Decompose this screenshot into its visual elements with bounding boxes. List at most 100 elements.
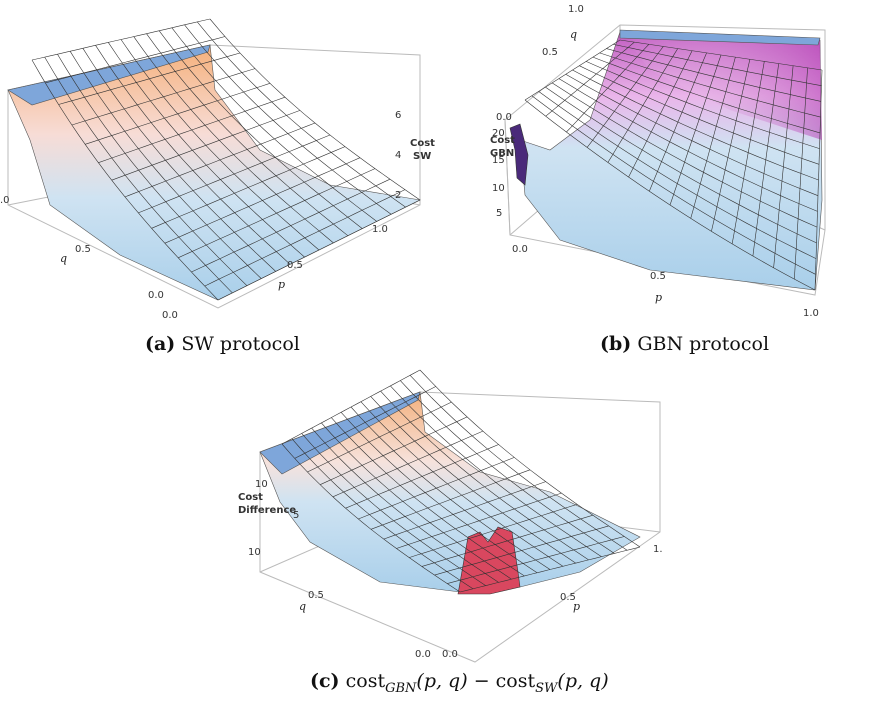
caption-tag: (b) [600,333,632,355]
caption-sub-gbn: GBN [385,680,417,696]
mesh-line [711,59,751,232]
mesh-line [619,39,823,71]
caption-tag: (a) [145,333,176,355]
z-axis-label-line1: Cost [238,492,263,503]
mesh-line [191,178,391,273]
x-tick: 0.0 [162,310,178,321]
z-tick: 4 [395,150,401,161]
mesh-line [669,54,722,206]
chart-panel-sw: 6 4 2 Cost SW .0 0.5 0.0 q 0.0 0.5 1.0 p [0,0,435,330]
x-tick: 0.5 [560,592,576,603]
mesh-line [171,27,377,222]
mesh-difference [281,369,641,593]
mesh-gbn [524,39,823,291]
mesh-line [447,536,625,584]
y-tick: 1.0 [568,4,584,15]
caption-args-2: (p, q) [557,670,609,692]
caption-a: (a) SW protocol [145,333,300,355]
caption-b: (b) GBN protocol [600,333,769,355]
top-face-gbn [619,29,821,46]
mesh-line [383,481,546,540]
x-axis-label: p [655,291,662,304]
mesh-line [421,514,593,567]
mesh-line [434,525,609,576]
top-face-sw [7,44,211,106]
mesh-line [204,189,406,287]
caption-tag: (c) [310,670,340,692]
mesh-line [138,134,331,214]
mesh-line [419,369,641,548]
x-tick: 1.0 [372,224,388,235]
z-axis-label-line2: SW [413,151,431,162]
caption-cost-sw: cost [495,670,536,692]
front-ridge-gbn [509,123,529,186]
mesh-line [396,492,562,549]
z-tick: 20 [492,128,505,139]
x-tick: 0.5 [287,260,303,271]
z-tick: 2 [395,190,401,201]
caption-c: (c) costGBN(p, q) − costSW(p, q) [310,670,609,696]
z-axis-label-line1: Cost [490,135,515,146]
mesh-line [613,44,822,86]
y-tick: 0.0 [496,112,512,123]
surface-plot-sw: 6 4 2 Cost SW .0 0.5 0.0 q 0.0 0.5 1.0 p [0,18,435,321]
x-tick: 0.0 [512,244,528,255]
mesh-line [164,157,361,244]
mesh-line [217,199,421,301]
mesh-line [606,48,822,102]
caption-text: SW protocol [181,333,300,355]
z-axis-label-line2: GBN [490,148,514,159]
chart-panel-gbn: 1.0 0.5 0.0 q Cost GBN 20 15 10 5 0.0 0.… [480,0,887,330]
y-tick: 0.5 [542,47,558,58]
mesh-line [599,52,821,118]
mesh-line [370,396,576,564]
chart-panel-difference: Cost Difference 10 5 10 0.5 0.0 q 0.0 0.… [220,369,670,672]
mesh-line [151,146,346,229]
z-tick: 5 [293,510,299,521]
caption-args-1: (p, q) [416,670,468,692]
z-tick: 6 [395,110,401,121]
y-axis-label: q [299,600,306,613]
mesh-line [133,36,334,244]
mesh-line [360,401,564,567]
mesh-line [585,61,820,149]
mesh-line [380,390,589,561]
mesh-line [146,33,349,236]
x-axis-label: p [573,600,580,613]
x-tick: 0.5 [650,271,666,282]
mesh-line [459,546,641,593]
mesh-line [197,21,406,208]
y-tick: 10 [248,547,261,558]
mesh-line [400,380,615,554]
y-tick: 0.0 [148,290,164,301]
x-tick: 1. [653,544,663,555]
surface-difference [259,391,641,593]
mesh-line [794,67,808,280]
x-tick: 1.0 [803,308,819,319]
y-tick: 0.5 [75,244,91,255]
y-tick: .0 [0,195,10,206]
x-tick: 0.0 [442,649,458,660]
mesh-line [124,122,316,198]
mesh-line [209,18,421,201]
mesh-line [731,61,765,244]
caption-minus: − [473,670,490,692]
y-axis-label: q [570,28,577,41]
caption-cost-gbn: cost [345,670,386,692]
surface-gbn-highlight [620,32,822,140]
mesh-line [752,63,779,257]
mesh-line [370,469,531,530]
z-axis-label-line1: Cost [410,138,435,149]
mesh-sw [31,18,421,301]
surface-plot-difference: Cost Difference 10 5 10 0.5 0.0 q 0.0 0.… [238,369,663,663]
z-tick: 10 [255,479,268,490]
surface-plot-gbn: 1.0 0.5 0.0 q Cost GBN 20 15 10 5 0.0 0.… [490,4,826,319]
caption-sub-sw: SW [535,680,558,696]
mesh-line [592,56,821,134]
mesh-line [409,504,578,558]
z-tick: 10 [492,183,505,194]
mesh-line [773,65,794,268]
x-axis-label: p [278,278,285,291]
y-tick: 0.0 [415,649,431,660]
mesh-line [814,69,823,291]
